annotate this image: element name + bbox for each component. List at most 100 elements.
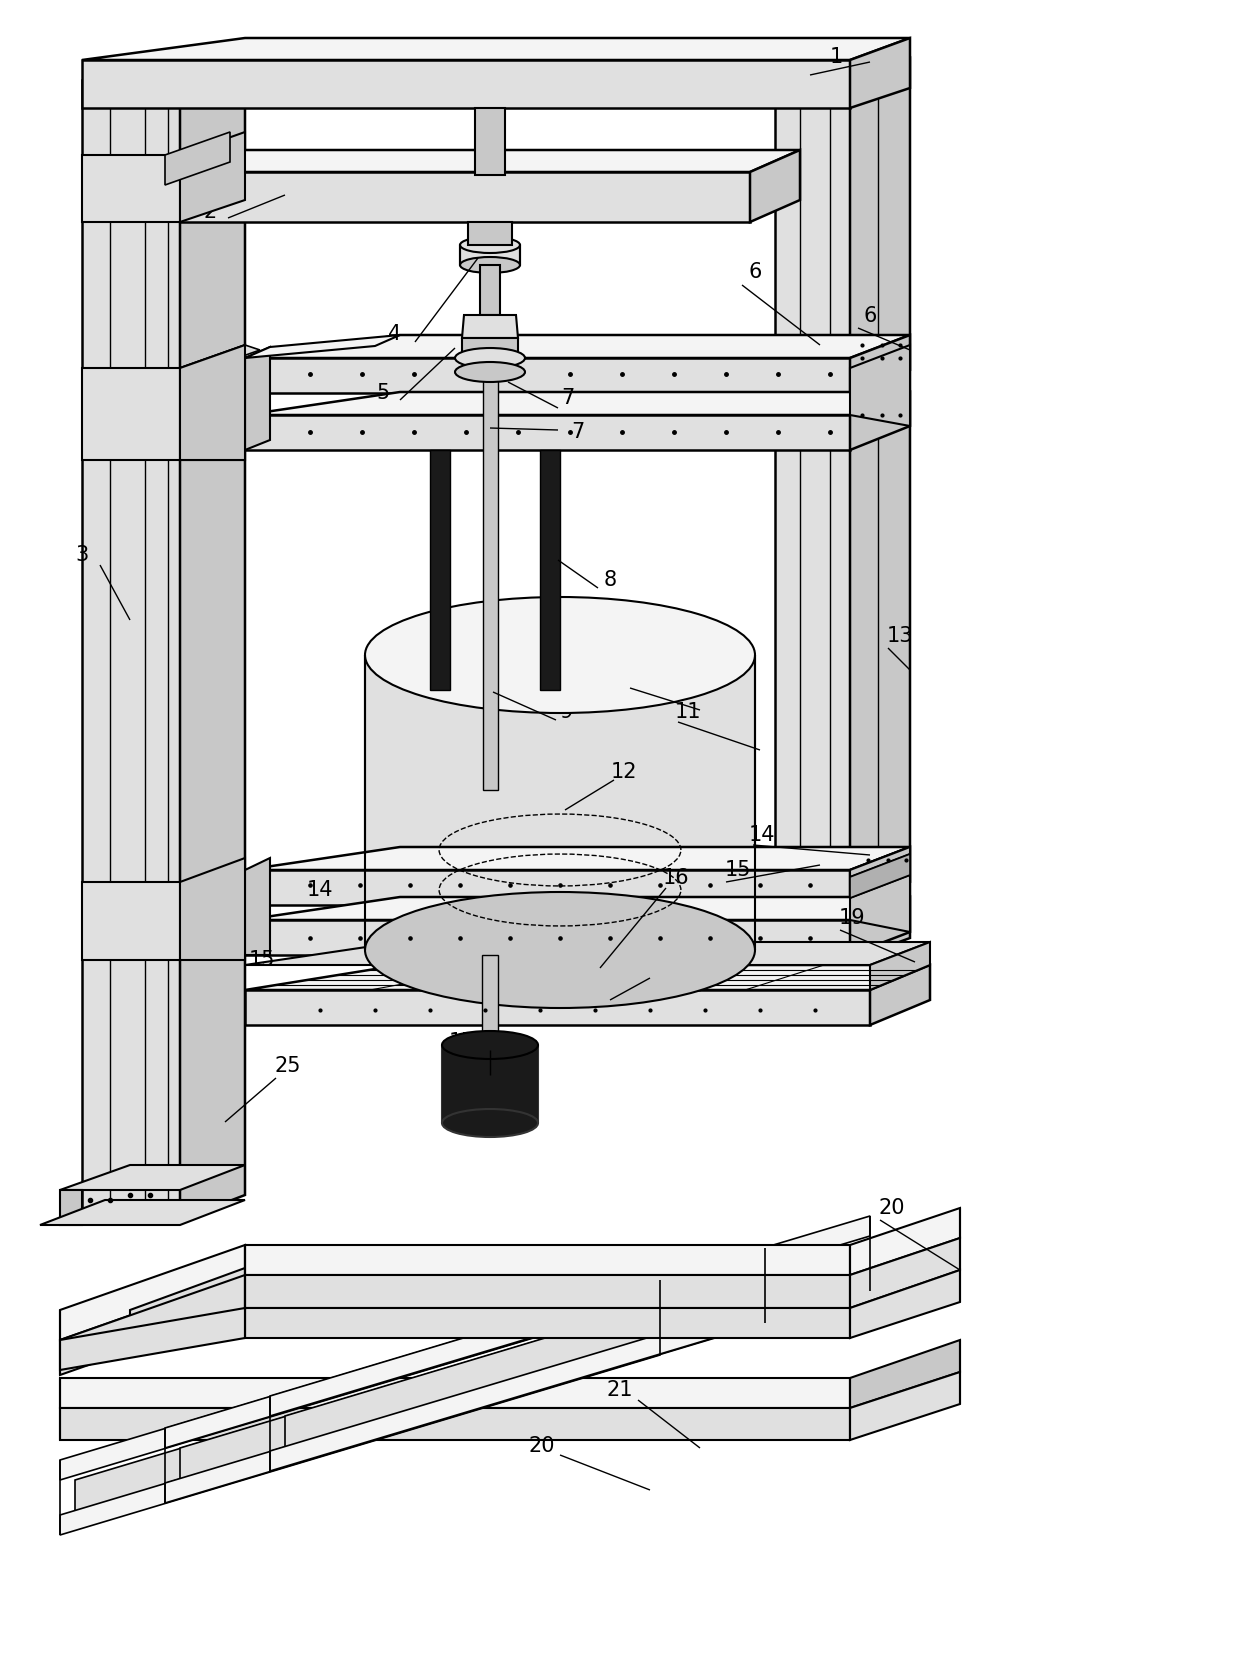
Polygon shape: [480, 265, 500, 315]
Polygon shape: [270, 1217, 870, 1415]
Polygon shape: [246, 965, 930, 990]
Text: 15: 15: [724, 860, 751, 880]
Polygon shape: [441, 1045, 538, 1123]
Polygon shape: [849, 1208, 960, 1275]
Polygon shape: [246, 941, 930, 965]
Polygon shape: [180, 345, 246, 461]
Polygon shape: [463, 339, 518, 357]
Polygon shape: [849, 38, 910, 108]
Polygon shape: [60, 1335, 660, 1535]
Polygon shape: [246, 416, 849, 451]
Text: 4: 4: [388, 324, 402, 344]
Polygon shape: [246, 846, 910, 870]
Polygon shape: [40, 1200, 246, 1225]
Polygon shape: [180, 132, 246, 222]
Text: 20: 20: [528, 1435, 556, 1455]
Polygon shape: [482, 955, 498, 1045]
Text: 25: 25: [275, 1056, 301, 1077]
Polygon shape: [365, 654, 755, 950]
Text: 17: 17: [449, 1031, 475, 1051]
Polygon shape: [180, 55, 246, 1220]
Polygon shape: [60, 1308, 246, 1370]
Polygon shape: [165, 1248, 765, 1449]
Polygon shape: [849, 58, 910, 960]
Text: 18: 18: [649, 958, 676, 978]
Polygon shape: [180, 858, 246, 960]
Polygon shape: [849, 1372, 960, 1440]
Polygon shape: [750, 150, 800, 222]
Text: 13: 13: [887, 626, 913, 646]
Text: 7: 7: [572, 422, 584, 442]
Text: 8: 8: [604, 571, 616, 591]
Ellipse shape: [460, 257, 520, 274]
Polygon shape: [870, 965, 930, 1025]
Text: 10: 10: [631, 666, 658, 686]
Polygon shape: [539, 451, 560, 689]
Text: 9: 9: [559, 703, 573, 723]
Polygon shape: [430, 451, 450, 689]
Polygon shape: [849, 345, 910, 426]
Text: 15: 15: [249, 950, 275, 970]
Ellipse shape: [455, 362, 525, 382]
Polygon shape: [246, 920, 849, 955]
Polygon shape: [270, 1272, 870, 1470]
Polygon shape: [246, 392, 910, 416]
Polygon shape: [455, 357, 525, 372]
Polygon shape: [60, 1275, 246, 1375]
Polygon shape: [775, 82, 849, 960]
Text: 21: 21: [606, 1380, 634, 1400]
Polygon shape: [849, 846, 910, 905]
Polygon shape: [82, 155, 180, 222]
Text: 14: 14: [749, 824, 775, 845]
Polygon shape: [484, 372, 498, 789]
Ellipse shape: [441, 1031, 538, 1060]
Polygon shape: [82, 881, 180, 960]
Text: 2: 2: [203, 202, 217, 222]
Polygon shape: [246, 896, 910, 920]
Ellipse shape: [455, 349, 525, 367]
Polygon shape: [246, 335, 401, 357]
Polygon shape: [246, 335, 910, 357]
Text: 19: 19: [838, 908, 866, 928]
Polygon shape: [246, 870, 849, 905]
Polygon shape: [246, 357, 849, 392]
Polygon shape: [849, 846, 910, 931]
Polygon shape: [180, 172, 750, 222]
Polygon shape: [246, 347, 270, 451]
Polygon shape: [60, 1190, 82, 1225]
Polygon shape: [180, 1268, 780, 1484]
Polygon shape: [246, 1308, 849, 1339]
Polygon shape: [180, 345, 246, 461]
Ellipse shape: [460, 237, 520, 254]
Text: 6: 6: [748, 262, 761, 282]
Polygon shape: [130, 1268, 246, 1340]
Ellipse shape: [365, 598, 755, 713]
Text: 7: 7: [562, 387, 574, 407]
Polygon shape: [82, 38, 910, 60]
Polygon shape: [467, 222, 512, 245]
Polygon shape: [180, 150, 800, 172]
Text: 3: 3: [76, 546, 88, 566]
Polygon shape: [165, 132, 229, 185]
Polygon shape: [849, 335, 910, 392]
Polygon shape: [60, 1409, 849, 1440]
Polygon shape: [460, 245, 520, 265]
Polygon shape: [849, 896, 910, 955]
Text: 11: 11: [675, 703, 702, 723]
Polygon shape: [285, 1237, 885, 1450]
Polygon shape: [849, 1340, 960, 1409]
Polygon shape: [870, 941, 930, 990]
Ellipse shape: [365, 891, 755, 1008]
Polygon shape: [82, 80, 180, 1220]
Polygon shape: [180, 345, 260, 372]
Polygon shape: [849, 392, 910, 451]
Polygon shape: [60, 1280, 660, 1480]
Text: 12: 12: [611, 763, 637, 783]
Text: 5: 5: [377, 382, 389, 402]
Polygon shape: [246, 1245, 849, 1275]
Polygon shape: [246, 858, 270, 955]
Polygon shape: [475, 108, 505, 175]
Polygon shape: [60, 1245, 246, 1340]
Polygon shape: [82, 60, 849, 108]
Polygon shape: [165, 1303, 765, 1504]
